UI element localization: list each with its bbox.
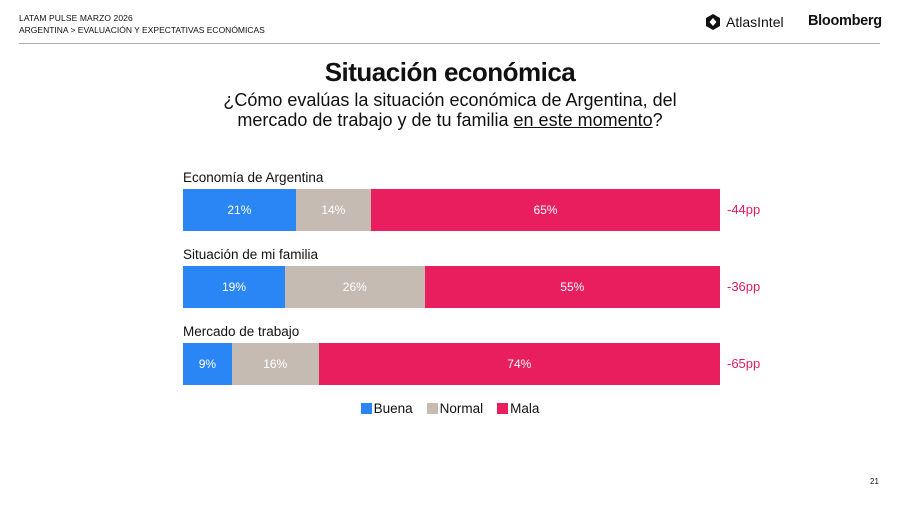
legend-item-mala: Mala (497, 401, 539, 416)
bloomberg-logo: Bloomberg (808, 13, 882, 29)
legend-label: Normal (439, 401, 484, 416)
legend-swatch (426, 403, 438, 414)
bar-segment-normal: 26% (285, 266, 425, 308)
legend-item-buena: Buena (360, 401, 413, 416)
atlasintel-logo: AtlasIntel (704, 13, 784, 31)
bar-segment-buena: 21% (183, 189, 296, 231)
header-divider (19, 43, 880, 44)
net-difference-label: -44pp (727, 202, 761, 217)
bar-row: 21% 14% 65% (183, 189, 720, 231)
data-label: 21% (227, 203, 252, 217)
category-label: Economía de Argentina (183, 170, 324, 185)
legend: Buena Normal Mala (0, 401, 900, 416)
data-label: 55% (560, 280, 585, 294)
bar-segment-buena: 19% (183, 266, 286, 308)
subtitle-text: ¿Cómo evalúas la situación económica de … (223, 90, 677, 130)
legend-label: Mala (510, 401, 540, 416)
chart-subtitle: ¿Cómo evalúas la situación económica de … (0, 90, 900, 130)
legend-item-normal: Normal (426, 401, 484, 416)
data-label: 26% (342, 280, 367, 294)
bar-segment-mala: 65% (370, 189, 720, 231)
legend-swatch (497, 403, 509, 414)
bar-row: 19% 26% 55% (183, 266, 720, 308)
bar-segment-mala: 74% (318, 343, 720, 385)
atlasintel-logo-icon (706, 14, 720, 30)
data-label: 14% (321, 203, 346, 217)
report-title: LATAM PULSE MARZO 2026 (19, 13, 133, 23)
data-label: 16% (263, 357, 288, 371)
bar-segment-buena: 9% (183, 343, 232, 385)
net-difference-label: -65pp (727, 356, 761, 371)
category-label: Situación de mi familia (183, 247, 319, 262)
bar-segment-mala: 55% (424, 266, 720, 308)
net-difference-label: -36pp (727, 279, 761, 294)
data-label: 74% (507, 357, 532, 371)
data-label: 65% (533, 203, 558, 217)
bar-row: 9% 16% 74% (183, 343, 720, 385)
chart-title: Situación económica (324, 57, 576, 87)
data-label: 9% (198, 357, 217, 371)
category-label: Mercado de trabajo (183, 324, 300, 339)
subtitle-end: ? (652, 110, 663, 130)
data-label: 19% (221, 280, 247, 294)
page-number: 21 (870, 477, 879, 486)
bar-segment-normal: 14% (295, 189, 371, 231)
bar-segment-normal: 16% (231, 343, 319, 385)
breadcrumb: ARGENTINA > EVALUACIÓN Y EXPECTATIVAS EC… (19, 25, 265, 35)
legend-label: Buena (373, 401, 413, 416)
legend-swatch (360, 403, 372, 414)
atlasintel-logo-text: AtlasIntel (726, 14, 784, 30)
subtitle-underlined: en este momento (513, 110, 653, 130)
